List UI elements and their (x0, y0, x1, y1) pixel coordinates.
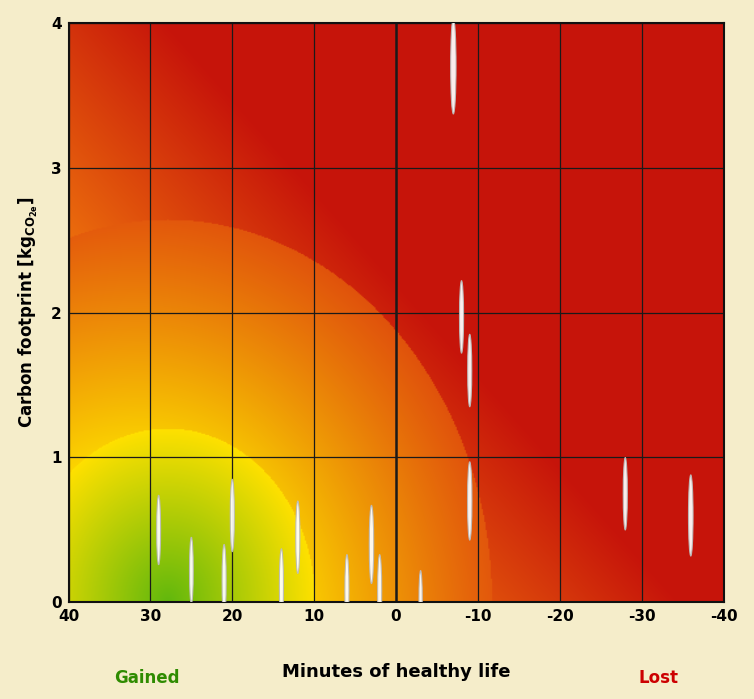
Text: Gained: Gained (115, 669, 180, 687)
Circle shape (157, 495, 161, 565)
Circle shape (459, 281, 464, 353)
Y-axis label: Carbon footprint [kg$_{\mathregular{CO_{2e}}}$]: Carbon footprint [kg$_{\mathregular{CO_{… (17, 197, 40, 428)
Circle shape (189, 538, 193, 604)
Circle shape (624, 457, 627, 530)
Circle shape (419, 570, 422, 628)
Circle shape (345, 554, 349, 627)
Circle shape (222, 545, 226, 617)
Circle shape (688, 475, 693, 556)
Circle shape (280, 549, 284, 621)
Circle shape (369, 505, 374, 584)
Text: Lost: Lost (638, 669, 678, 687)
Circle shape (467, 462, 472, 540)
X-axis label: Minutes of healthy life: Minutes of healthy life (282, 663, 510, 682)
Circle shape (467, 334, 472, 407)
Circle shape (378, 554, 382, 627)
Circle shape (451, 18, 456, 114)
Circle shape (296, 501, 300, 573)
Circle shape (230, 480, 234, 552)
